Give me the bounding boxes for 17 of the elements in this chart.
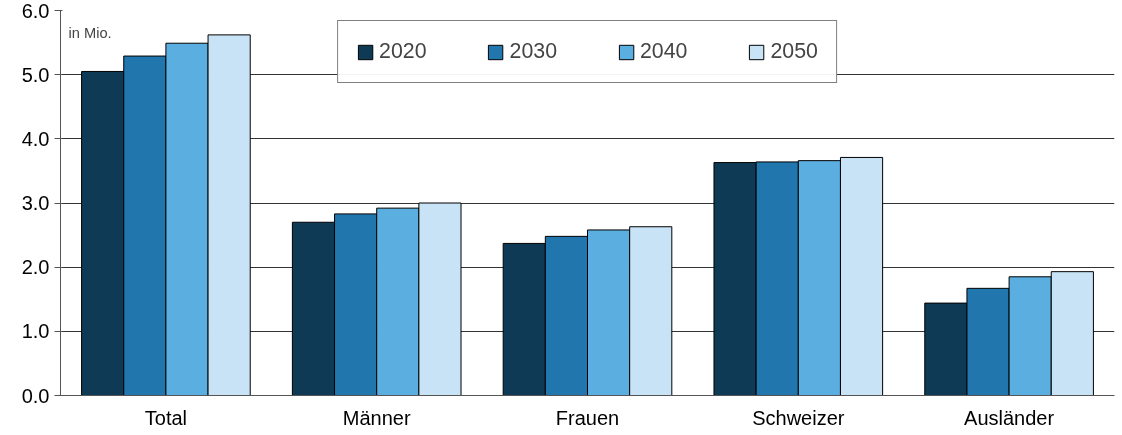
legend-label: 2040 <box>640 39 688 64</box>
y-tick-label: 5.0 <box>21 63 50 86</box>
y-tick-label: 4.0 <box>21 127 50 150</box>
y-tick-label: 1.0 <box>21 320 50 343</box>
x-tick-label: Total <box>144 406 188 429</box>
x-tick-label: Schweizer <box>752 406 845 429</box>
legend-label: 2020 <box>379 39 427 64</box>
y-tick-label: 3.0 <box>21 192 50 214</box>
legend-label: 2050 <box>770 39 818 64</box>
x-tick-label: Ausländer <box>964 406 1055 429</box>
y-tick-label: 2.0 <box>21 256 50 279</box>
x-tick-label: Frauen <box>555 406 620 429</box>
y-tick-label: 6.0 <box>21 0 50 22</box>
legend-label: 2030 <box>509 39 557 64</box>
x-tick-label: Männer <box>342 406 411 429</box>
annotation: in Mio. <box>68 24 112 41</box>
y-tick-label: 0.0 <box>21 384 50 407</box>
